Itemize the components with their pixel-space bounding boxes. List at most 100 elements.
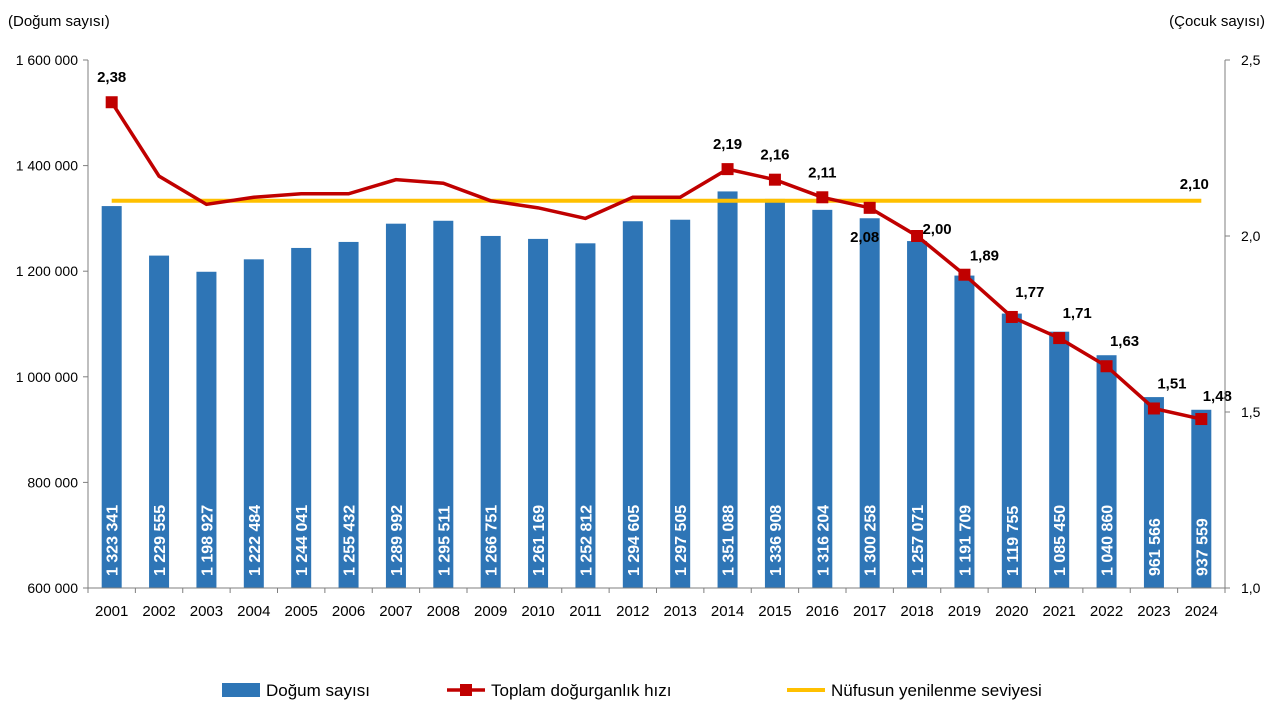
bar bbox=[528, 238, 549, 588]
x-tick-label: 2021 bbox=[1043, 603, 1076, 620]
fertility-rate-marker bbox=[1100, 360, 1113, 373]
fertility-rate-label: 1,71 bbox=[1063, 305, 1092, 322]
bar-value-labels: 1 323 341 1 229 555 1 198 927 1 222 484 1 24… bbox=[105, 505, 1212, 576]
chart-plot: 1 323 341 1 229 555 1 198 927 1 222 484 1 24… bbox=[97, 69, 1232, 589]
bar bbox=[622, 221, 643, 588]
bar-value-label: 1 229 555 bbox=[152, 505, 169, 576]
fertility-rate-marker bbox=[958, 268, 971, 281]
replacement-level-label: 2,10 bbox=[1180, 176, 1209, 193]
bar-series bbox=[101, 191, 1212, 589]
x-tick-label: 2012 bbox=[616, 603, 649, 620]
axes: 1 600 000 1 400 000 1 200 000 1 000 000 800 … bbox=[8, 13, 1265, 620]
fertility-rate-label: 1,77 bbox=[1015, 284, 1044, 301]
fertility-rate-marker bbox=[1147, 402, 1160, 415]
bar-value-label: 1 294 605 bbox=[626, 505, 643, 576]
legend-swatch-marker bbox=[460, 684, 472, 696]
bar bbox=[291, 247, 312, 588]
x-tick-label: 2017 bbox=[853, 603, 886, 620]
bar bbox=[1191, 409, 1212, 588]
bar-value-label: 1 252 812 bbox=[578, 505, 595, 576]
bar-value-label: 1 336 908 bbox=[768, 505, 785, 576]
left-tick-label: 800 000 bbox=[27, 474, 78, 490]
x-tick-label: 2024 bbox=[1185, 603, 1218, 620]
fertility-rate-label: 2,38 bbox=[97, 69, 126, 86]
x-tick-label: 2022 bbox=[1090, 603, 1123, 620]
x-tick-label: 2008 bbox=[427, 603, 460, 620]
fertility-rate-label: 2,11 bbox=[808, 164, 836, 181]
legend: Doğum sayısı Toplam doğurganlık hızı Nüfus… bbox=[222, 681, 1042, 700]
bar-value-label: 1 119 755 bbox=[1005, 506, 1022, 576]
x-tick-label: 2015 bbox=[758, 603, 791, 620]
x-tick-label: 2018 bbox=[900, 603, 933, 620]
x-tick-label: 2019 bbox=[948, 603, 981, 620]
bar bbox=[717, 191, 738, 588]
x-tick-label: 2016 bbox=[806, 603, 839, 620]
fertility-rate-marker bbox=[721, 163, 734, 176]
left-tick-label: 1 600 000 bbox=[16, 52, 78, 68]
bar bbox=[859, 218, 880, 588]
bar bbox=[907, 241, 928, 588]
bar bbox=[480, 235, 501, 588]
fertility-rate-label: 2,08 bbox=[850, 229, 879, 246]
bar-value-label: 1 198 927 bbox=[199, 505, 216, 576]
legend-label: Nüfusun yenilenme seviyesi bbox=[831, 681, 1042, 700]
right-tick-label: 2,5 bbox=[1241, 52, 1261, 68]
bar-value-label: 1 191 709 bbox=[957, 505, 974, 576]
left-axis-ticks: 1 600 000 1 400 000 1 200 000 1 000 000 800 … bbox=[16, 52, 88, 596]
bar bbox=[670, 219, 691, 589]
x-tick-label: 2007 bbox=[379, 603, 412, 620]
x-tick-label: 2001 bbox=[95, 603, 128, 620]
fertility-rate-label: 1,89 bbox=[970, 248, 999, 265]
bar bbox=[433, 220, 454, 588]
bar bbox=[1001, 313, 1022, 588]
x-tick-label: 2010 bbox=[521, 603, 554, 620]
right-tick-label: 1,0 bbox=[1241, 580, 1261, 596]
fertility-rate-line bbox=[110, 101, 1202, 421]
bar-value-label: 1 297 505 bbox=[673, 505, 690, 576]
bar-value-label: 937 559 bbox=[1194, 518, 1211, 576]
fertility-rate-markers bbox=[105, 96, 1208, 426]
fertility-rate-marker bbox=[1053, 332, 1066, 345]
bar-value-label: 1 255 432 bbox=[342, 505, 359, 576]
bar-value-label: 1 323 341 bbox=[105, 505, 122, 576]
bar bbox=[1096, 355, 1117, 588]
x-tick-label: 2011 bbox=[569, 603, 601, 620]
bar bbox=[338, 241, 359, 589]
bar-value-label: 1 266 751 bbox=[484, 505, 501, 576]
bar-value-label: 1 222 484 bbox=[247, 505, 264, 576]
fertility-rate-marker bbox=[105, 96, 118, 109]
bar bbox=[575, 243, 596, 589]
legend-swatch-bar bbox=[222, 683, 260, 697]
x-tick-label: 2014 bbox=[711, 603, 744, 620]
right-tick-label: 2,0 bbox=[1241, 228, 1261, 244]
x-tick-label: 2004 bbox=[237, 603, 270, 620]
fertility-rate-marker bbox=[911, 230, 924, 242]
bar-value-label: 1 300 258 bbox=[863, 505, 880, 576]
legend-label: Doğum sayısı bbox=[266, 681, 370, 700]
x-tick-label: 2002 bbox=[142, 603, 175, 620]
fertility-rate-marker bbox=[863, 201, 876, 214]
fertility-rate-label: 2,00 bbox=[922, 221, 951, 238]
bar bbox=[1143, 397, 1164, 588]
bar-value-label: 1 351 088 bbox=[721, 505, 738, 576]
bar-value-label: 1 295 511 bbox=[436, 506, 453, 576]
bar-value-label: 1 040 860 bbox=[1100, 505, 1117, 576]
fertility-rate-marker bbox=[1195, 413, 1208, 426]
bar-value-label: 1 316 204 bbox=[815, 505, 832, 576]
x-tick-label: 2013 bbox=[664, 603, 697, 620]
fertility-rate-marker bbox=[1005, 310, 1018, 323]
left-tick-label: 1 000 000 bbox=[16, 369, 78, 385]
x-tick-label: 2023 bbox=[1137, 603, 1170, 620]
right-axis-ticks: 2,5 2,0 1,5 1,0 bbox=[1225, 52, 1261, 596]
x-tick-label: 2009 bbox=[474, 603, 507, 620]
fertility-rate-label: 2,16 bbox=[760, 147, 789, 164]
left-tick-label: 600 000 bbox=[27, 580, 78, 596]
left-axis-title: (Doğum sayısı) bbox=[8, 13, 110, 30]
right-axis-title: (Çocuk sayısı) bbox=[1169, 13, 1265, 30]
x-axis-ticks: 2001 2002 2003 2004 2005 2006 2007 2008 2009 2010… bbox=[87, 588, 1226, 620]
fertility-rate-label: 1,63 bbox=[1110, 333, 1139, 350]
bar-value-label: 1 261 169 bbox=[531, 505, 548, 576]
x-tick-label: 2020 bbox=[995, 603, 1028, 620]
fertility-rate-marker bbox=[768, 173, 781, 186]
